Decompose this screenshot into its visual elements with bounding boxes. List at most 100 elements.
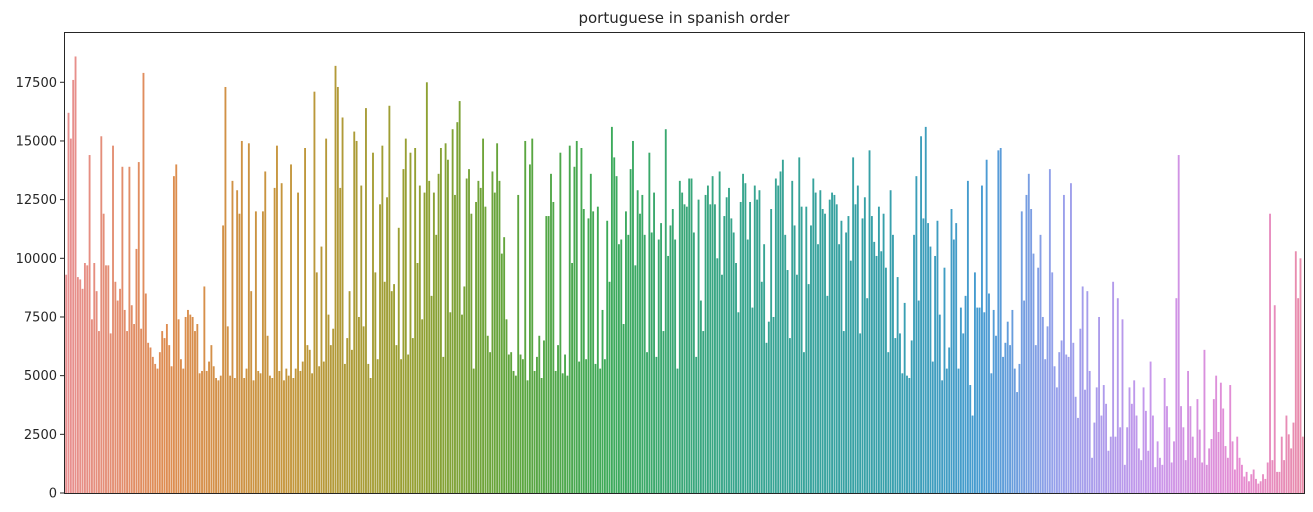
bar (428, 180, 431, 494)
bars-group (65, 56, 1304, 494)
bar (526, 380, 529, 493)
bar (1264, 478, 1267, 493)
bar (278, 370, 281, 493)
bar (201, 370, 203, 493)
bar (969, 385, 972, 493)
bar (599, 368, 602, 493)
bar (880, 251, 883, 493)
bar (1037, 267, 1040, 493)
bar (332, 328, 335, 493)
bar (931, 361, 934, 493)
bar (1065, 354, 1068, 493)
bar (191, 316, 194, 493)
bar (107, 265, 110, 493)
bar (990, 373, 993, 493)
bar (88, 155, 91, 494)
bar (463, 286, 466, 493)
bar (838, 244, 841, 493)
bar (634, 265, 637, 493)
bar (500, 253, 503, 493)
bar (320, 246, 323, 493)
bar (571, 263, 574, 493)
bar (1203, 349, 1206, 493)
bar (524, 140, 527, 493)
bar (442, 356, 445, 493)
bar (259, 373, 262, 493)
bar (884, 267, 887, 493)
bar (512, 370, 515, 493)
bar (877, 206, 880, 494)
bar (390, 291, 393, 493)
bar (217, 380, 220, 493)
bar (730, 218, 733, 493)
bar (74, 56, 77, 493)
bar (770, 209, 773, 493)
bar (655, 356, 658, 493)
y-tick-label: 17500 (16, 76, 57, 91)
bar (1039, 234, 1042, 493)
bar (995, 335, 997, 493)
bar (395, 345, 398, 493)
bar (100, 136, 103, 493)
bar (91, 319, 93, 493)
bar (257, 370, 260, 493)
bar (667, 255, 670, 493)
bar (1287, 434, 1290, 493)
bar (653, 192, 655, 493)
bar (451, 129, 454, 493)
bar (1276, 471, 1278, 493)
bar (1137, 448, 1140, 493)
bar (554, 370, 557, 493)
bar (1144, 410, 1147, 493)
bar (121, 166, 124, 493)
chart-title: portuguese in spanish order (578, 9, 790, 27)
bar (1095, 387, 1098, 493)
bar (632, 140, 634, 493)
bar (1161, 464, 1164, 493)
bar (425, 82, 428, 493)
bar (578, 361, 581, 493)
bar (158, 352, 161, 493)
bar (287, 375, 290, 493)
bar (144, 293, 147, 493)
bar (140, 328, 143, 493)
bar (617, 244, 620, 493)
bar (896, 277, 899, 493)
bar (894, 338, 897, 493)
bar (98, 331, 100, 493)
bar (1215, 375, 1218, 493)
bar (826, 295, 829, 493)
bar (116, 300, 119, 493)
bar (636, 190, 639, 494)
bar (1140, 460, 1143, 493)
bar (1285, 415, 1288, 493)
bar (952, 239, 955, 493)
bar (299, 370, 302, 493)
bar (608, 281, 611, 493)
bar (226, 326, 229, 493)
bar (737, 312, 740, 493)
bar (863, 197, 866, 494)
bar (786, 270, 789, 493)
bar (264, 171, 267, 493)
bar (1128, 387, 1131, 493)
bar (847, 216, 850, 493)
bar (957, 368, 960, 493)
bar (1032, 253, 1035, 493)
plot-frame (64, 32, 1305, 494)
bar (1123, 464, 1126, 493)
bar (1084, 389, 1086, 493)
bar (341, 117, 344, 494)
y-axis: 0 2500 5000 7500 10000 12500 15000 17500 (16, 76, 65, 502)
bar (718, 171, 721, 493)
bar (1245, 471, 1248, 493)
bar (817, 244, 819, 493)
bar (1016, 392, 1019, 493)
bar (1130, 403, 1133, 493)
bar (536, 356, 538, 493)
bar (472, 368, 475, 493)
bar (983, 312, 986, 493)
bar (123, 309, 126, 493)
bar (646, 352, 648, 493)
bar (1198, 429, 1201, 493)
